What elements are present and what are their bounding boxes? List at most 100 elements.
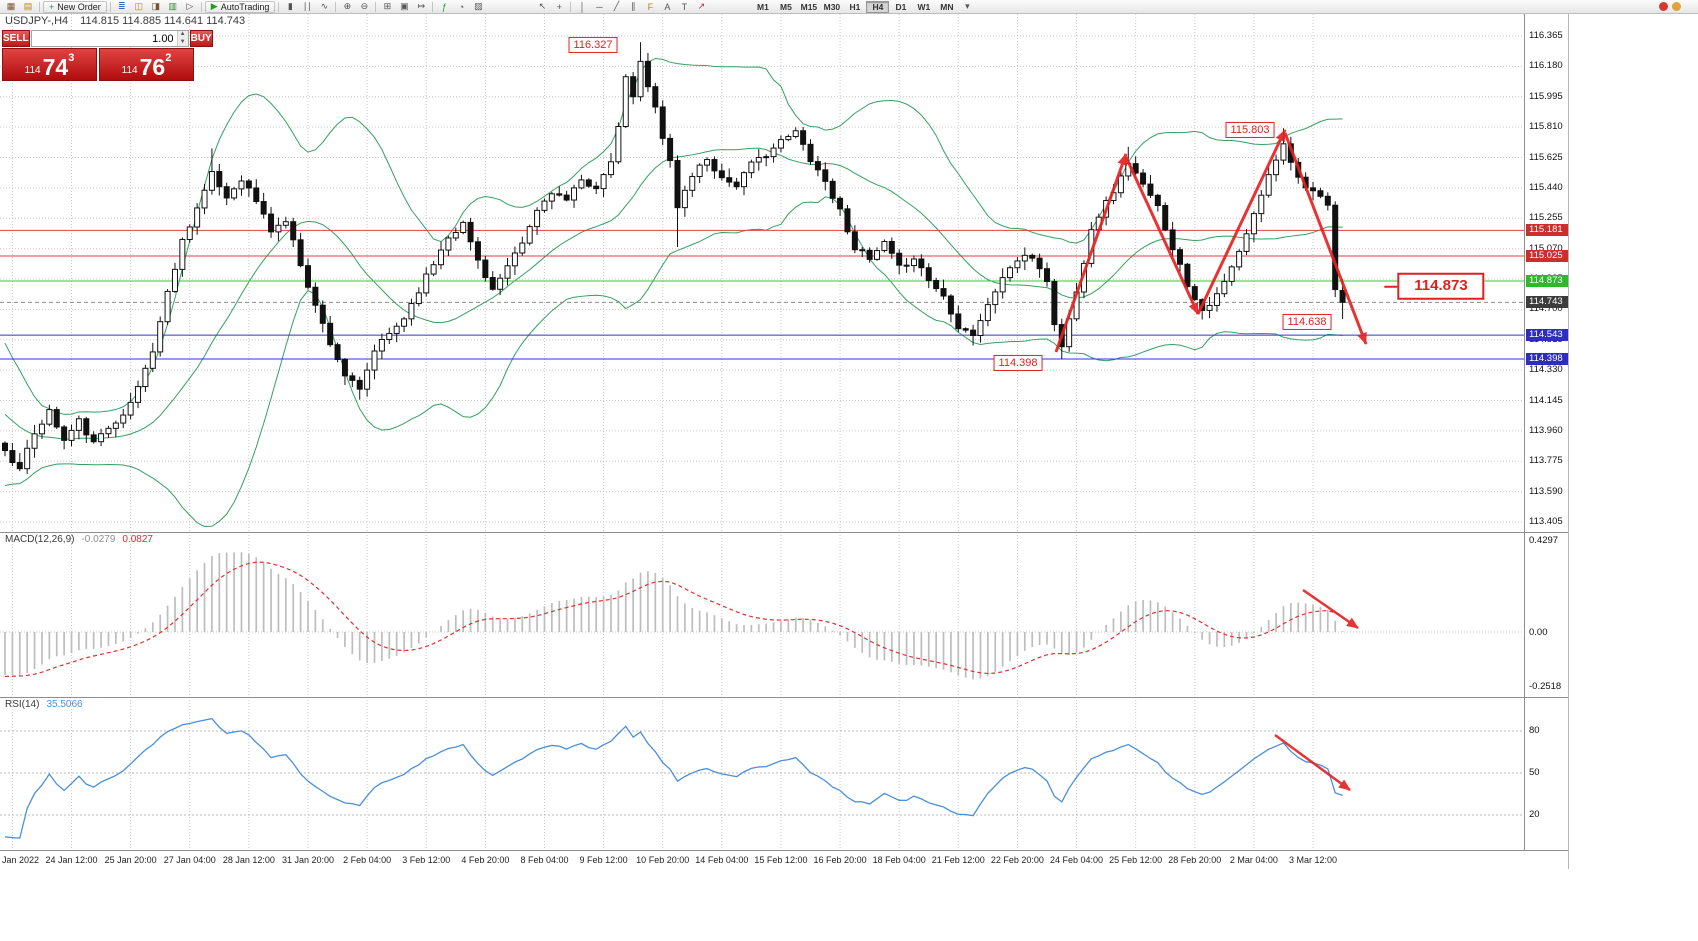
label-icon[interactable]: T	[681, 1, 688, 12]
timeframe-button-m30[interactable]: M30	[823, 1, 841, 12]
volume-spinner[interactable]: ▲ ▼	[30, 30, 189, 47]
templates-icon[interactable]: ▨	[474, 1, 483, 11]
price-scale[interactable]: 116.365 116.180 115.995 115.810 115.625 115.4…	[1524, 14, 1568, 532]
volume-input[interactable]	[31, 31, 177, 46]
trendline-icon[interactable]: ╱	[613, 1, 620, 11]
new-order-button[interactable]: + New Order	[43, 0, 107, 13]
vertical-line-icon[interactable]: │	[579, 1, 586, 12]
navigator-icon[interactable]: ◨	[151, 1, 161, 11]
current-price-tag: 114.743	[1526, 296, 1568, 309]
text-icon[interactable]: A	[664, 1, 671, 12]
chart-shift-icon[interactable]: ↦	[417, 1, 426, 11]
timeframe-button-w1[interactable]: W1	[917, 1, 931, 12]
ask-point: 2	[165, 52, 172, 64]
macd-signal-line	[4, 561, 1343, 678]
time-axis-label: 10 Feb 20:00	[636, 855, 690, 865]
timeframe-button-m15[interactable]: M15	[800, 1, 818, 12]
rsi-label: RSI(14) 35.5066	[5, 699, 83, 710]
macd-scale[interactable]: 0.4297 0.00 -0.2518	[1524, 532, 1568, 697]
pane-separator[interactable]	[0, 697, 1568, 698]
price-annotation[interactable]: 114.638	[1282, 313, 1332, 331]
timeframes-dropdown-icon[interactable]: ▾	[965, 1, 970, 11]
auto-arrange-icon[interactable]: ▣	[400, 1, 409, 11]
timeframe-button-d1[interactable]: D1	[895, 1, 907, 12]
horizontal-line-icon[interactable]: ─	[596, 1, 603, 12]
news-alert-icon[interactable]	[1659, 2, 1668, 11]
main-chart-canvas[interactable]	[0, 14, 1524, 532]
bid-pips: 74	[42, 54, 69, 80]
new-chart-icon[interactable]: ▦	[6, 1, 16, 11]
time-axis-label: 2 Feb 04:00	[343, 855, 392, 865]
price-scale-label: 114.330	[1529, 364, 1563, 376]
time-axis-label: 28 Feb 20:00	[1168, 855, 1222, 865]
price-annotation[interactable]: 115.803	[1225, 121, 1275, 139]
autotrading-icon: ▶	[210, 1, 218, 11]
macd-pane[interactable]: MACD(12,26,9) -0.0279 0.0827 0.4297 0.00 -…	[0, 532, 1568, 697]
price-scale-label: 115.070	[1529, 242, 1563, 254]
macd-canvas[interactable]	[0, 532, 1524, 697]
rsi-canvas[interactable]	[0, 697, 1524, 850]
time-axis-label: 25 Jan 20:00	[104, 855, 157, 865]
toolbar-separator	[109, 1, 111, 12]
periods-icon[interactable]: ◔	[458, 1, 465, 12]
notification-icon[interactable]	[1672, 2, 1681, 11]
timeframe-button-mn[interactable]: MN	[940, 1, 954, 12]
fibonacci-icon[interactable]: F	[647, 1, 654, 12]
timeframe-button-m1[interactable]: M1	[757, 1, 769, 12]
crosshair-icon[interactable]: +	[556, 1, 563, 12]
arrows-icon[interactable]: ↗	[697, 1, 706, 11]
cursor-icon[interactable]: ↖	[538, 1, 547, 11]
trend-arrow[interactable]	[1054, 153, 1128, 353]
channel-icon[interactable]: ∥	[631, 1, 636, 11]
price-scale-label: 114.145	[1529, 394, 1563, 406]
strategy-tester-icon[interactable]: ▷	[186, 1, 194, 11]
time-axis[interactable]: Jan 2022 24 Jan 12:00 25 Jan 20:00 27 Jan 0…	[0, 850, 1568, 869]
toolbar-separator	[335, 1, 337, 12]
price-annotation[interactable]: 116.327	[568, 36, 618, 54]
trend-arrow[interactable]	[1283, 132, 1368, 345]
ask-price-panel[interactable]: 114 76 2	[99, 48, 194, 81]
time-axis-label: 9 Feb 12:00	[579, 855, 628, 865]
zoom-out-icon[interactable]: ⊖	[360, 1, 369, 11]
terminal-icon[interactable]: ▥	[168, 1, 178, 11]
trend-arrow[interactable]	[1124, 156, 1200, 315]
time-axis-label: 24 Jan 12:00	[45, 855, 98, 865]
trend-arrow[interactable]	[1274, 733, 1351, 792]
rsi-pane[interactable]: RSI(14) 35.5066 80 50 20	[0, 697, 1568, 850]
bar-chart-icon[interactable]: ∣∣	[302, 1, 312, 11]
rsi-scale[interactable]: 80 50 20	[1524, 697, 1568, 850]
price-scale-label: 114.700	[1529, 303, 1563, 315]
data-window-icon[interactable]: ◫	[134, 1, 144, 11]
symbol-period-label: USDJPY-,H4	[5, 15, 69, 27]
indicators-icon[interactable]: ƒ	[441, 1, 447, 12]
rsi-name: RSI(14)	[5, 699, 40, 710]
time-axis-label: 3 Mar 12:00	[1289, 855, 1338, 865]
main-chart-pane[interactable]: USDJPY-,H4 114.815 114.885 114.641 114.7…	[0, 14, 1568, 532]
market-watch-icon[interactable]: ≣	[118, 1, 126, 11]
price-annotation[interactable]: 114.398	[993, 354, 1043, 372]
line-chart-icon[interactable]: ∿	[320, 1, 329, 11]
price-scale-label: 115.440	[1529, 181, 1563, 193]
timeframe-button-h4[interactable]: H4	[866, 0, 890, 13]
pane-separator[interactable]	[0, 532, 1568, 533]
timeframe-button-h1[interactable]: H1	[849, 1, 861, 12]
price-annotation[interactable]: 114.873	[1384, 272, 1485, 300]
volume-increase-icon[interactable]: ▲	[179, 31, 186, 37]
buy-button[interactable]: BUY	[189, 30, 213, 47]
candlestick-chart-icon[interactable]: ▮	[287, 1, 293, 11]
volume-decrease-icon[interactable]: ▼	[179, 38, 186, 45]
trend-arrow[interactable]	[1302, 588, 1359, 630]
zoom-in-icon[interactable]: ⊕	[343, 1, 352, 11]
price-scale-label: 115.625	[1529, 151, 1563, 163]
autotrading-button[interactable]: ▶ AutoTrading	[204, 0, 276, 13]
tile-windows-icon[interactable]: ⊞	[383, 1, 392, 11]
toolbar: ▦ ▤ + New Order ≣ ◫ ◨ ▥ ▷ ▶ AutoTrading ▮ ∣∣ ∿ ⊕ ⊖ ⊞ ▣ ↦ ƒ ◔…	[0, 0, 1698, 14]
sell-button[interactable]: SELL	[2, 30, 30, 47]
bid-price-panel[interactable]: 114 74 3	[2, 48, 97, 81]
timeframe-button-m5[interactable]: M5	[780, 1, 792, 12]
profiles-icon[interactable]: ▤	[23, 1, 33, 11]
trend-arrow[interactable]	[1196, 129, 1287, 315]
new-order-icon: +	[49, 1, 55, 12]
time-axis-label: 2 Mar 04:00	[1229, 855, 1278, 865]
volume-spin-buttons[interactable]: ▲ ▼	[176, 31, 188, 46]
